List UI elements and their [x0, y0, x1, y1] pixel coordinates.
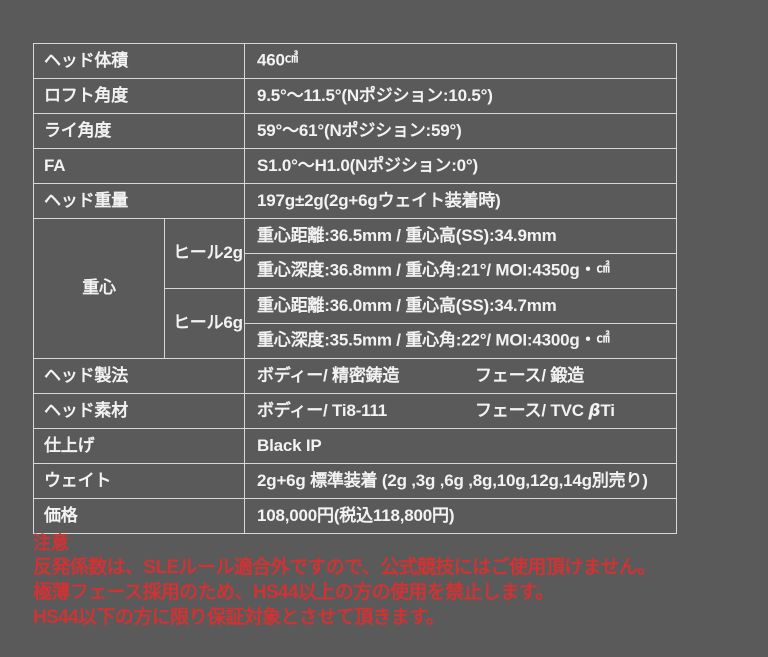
table-row: ヘッド素材 ボディー/ Ti8-111 フェース/ TVC βTi	[33, 393, 677, 429]
unit-square-cm: ㎠	[596, 260, 610, 276]
table-row: ヘッド製法 ボディー/ 精密鋳造 フェース/ 鍛造	[33, 358, 677, 394]
spec-value-head-construction-body: ボディー/ 精密鋳造	[257, 365, 400, 385]
table-row: FA S1.0°〜H1.0(Nポジション:0°)	[33, 148, 677, 184]
beta-symbol: β	[588, 400, 601, 421]
spec-value-price: 108,000円(税込118,800円)	[244, 498, 677, 534]
spec-value-weight: 2g+6g 標準装着 (2g ,3g ,6g ,8g,10g,12g,14g別売…	[244, 463, 677, 499]
spec-label-lie-angle: ライ角度	[33, 113, 245, 149]
spec-label-head-weight: ヘッド重量	[33, 183, 245, 219]
spec-label-head-construction: ヘッド製法	[33, 358, 245, 394]
table-row: 重心深度:35.5mm / 重心角:22°/ MOI:4300g・㎠	[34, 323, 677, 359]
table-row: ヘッド重量 197g±2g(2g+6gウェイト装着時)	[33, 183, 677, 219]
table-row: ヘッド体積 460㎤	[33, 43, 677, 79]
spec-value-lie-angle: 59°〜61°(Nポジション:59°)	[244, 113, 677, 149]
spec-value-heel-2g-line-2: 重心深度:36.8mm / 重心角:21°/ MOI:4350g・㎠	[244, 253, 677, 289]
table-row: ヒール6g 重心距離:36.0mm / 重心高(SS):34.7mm	[34, 288, 677, 359]
spec-label-head-volume: ヘッド体積	[33, 43, 245, 79]
unit-cubic-cm: ㎤	[284, 50, 299, 66]
spec-value-head-material-body: ボディー/ Ti8-111	[257, 400, 388, 420]
spec-sublabel-heel-2g: ヒール2g	[164, 218, 245, 289]
spec-label-center-of-gravity: 重心	[33, 218, 165, 359]
spec-label-price: 価格	[33, 498, 245, 534]
spec-label-fa: FA	[33, 148, 245, 184]
table-row: 重心 ヒール2g 重心距離:36.5mm / 重心高(SS):34.9mm	[33, 218, 677, 359]
notice-line-2: 極薄フェース採用のため、HS44以上の方の使用を禁止します。	[33, 582, 554, 603]
table-row: 仕上げ Black IP	[33, 428, 677, 464]
spec-sublabel-heel-6g: ヒール6g	[164, 288, 245, 359]
notice-title: 注意	[33, 533, 69, 553]
specification-table: ヘッド体積 460㎤ ロフト角度 9.5°〜11.5°(Nポジション:10.5°…	[33, 43, 677, 534]
spec-value-head-construction-face: フェース/ 鍛造	[475, 365, 584, 385]
spec-value-head-material: ボディー/ Ti8-111 フェース/ TVC βTi	[244, 393, 677, 429]
table-row: ウェイト 2g+6g 標準装着 (2g ,3g ,6g ,8g,10g,12g,…	[33, 463, 677, 499]
spec-label-weight: ウェイト	[33, 463, 245, 499]
spec-label-loft-angle: ロフト角度	[33, 78, 245, 114]
spec-value-fa: S1.0°〜H1.0(Nポジション:0°)	[244, 148, 677, 184]
notice-block: 注意 反発係数は、SLEルール適合外ですので、公式競技にはご使用頂けません。 極…	[33, 532, 763, 630]
notice-line-3: HS44以下の方に限り保証対象とさせて頂きます。	[33, 607, 445, 628]
spec-value-heel-6g-line-2: 重心深度:35.5mm / 重心角:22°/ MOI:4300g・㎠	[244, 323, 677, 359]
spec-value-head-volume: 460㎤	[244, 43, 677, 79]
table-row: ライ角度 59°〜61°(Nポジション:59°)	[33, 113, 677, 149]
notice-line-1: 反発係数は、SLEルール適合外ですので、公式競技にはご使用頂けません。	[33, 557, 656, 578]
spec-label-finish: 仕上げ	[33, 428, 245, 464]
table-row: ロフト角度 9.5°〜11.5°(Nポジション:10.5°)	[33, 78, 677, 114]
unit-square-cm: ㎠	[596, 330, 610, 346]
spec-value-heel-6g-line-1: 重心距離:36.0mm / 重心高(SS):34.7mm	[244, 288, 677, 324]
spec-label-head-material: ヘッド素材	[33, 393, 245, 429]
spec-value-finish: Black IP	[244, 428, 677, 464]
spec-value-loft-angle: 9.5°〜11.5°(Nポジション:10.5°)	[244, 78, 677, 114]
spec-value-heel-2g-line-1: 重心距離:36.5mm / 重心高(SS):34.9mm	[244, 218, 677, 254]
spec-value-head-material-face: フェース/ TVC βTi	[475, 400, 615, 421]
spec-value-head-construction: ボディー/ 精密鋳造 フェース/ 鍛造	[244, 358, 677, 394]
table-row: 価格 108,000円(税込118,800円)	[33, 498, 677, 534]
spec-value-head-weight: 197g±2g(2g+6gウェイト装着時)	[244, 183, 677, 219]
table-row: 重心深度:36.8mm / 重心角:21°/ MOI:4350g・㎠	[34, 253, 677, 289]
